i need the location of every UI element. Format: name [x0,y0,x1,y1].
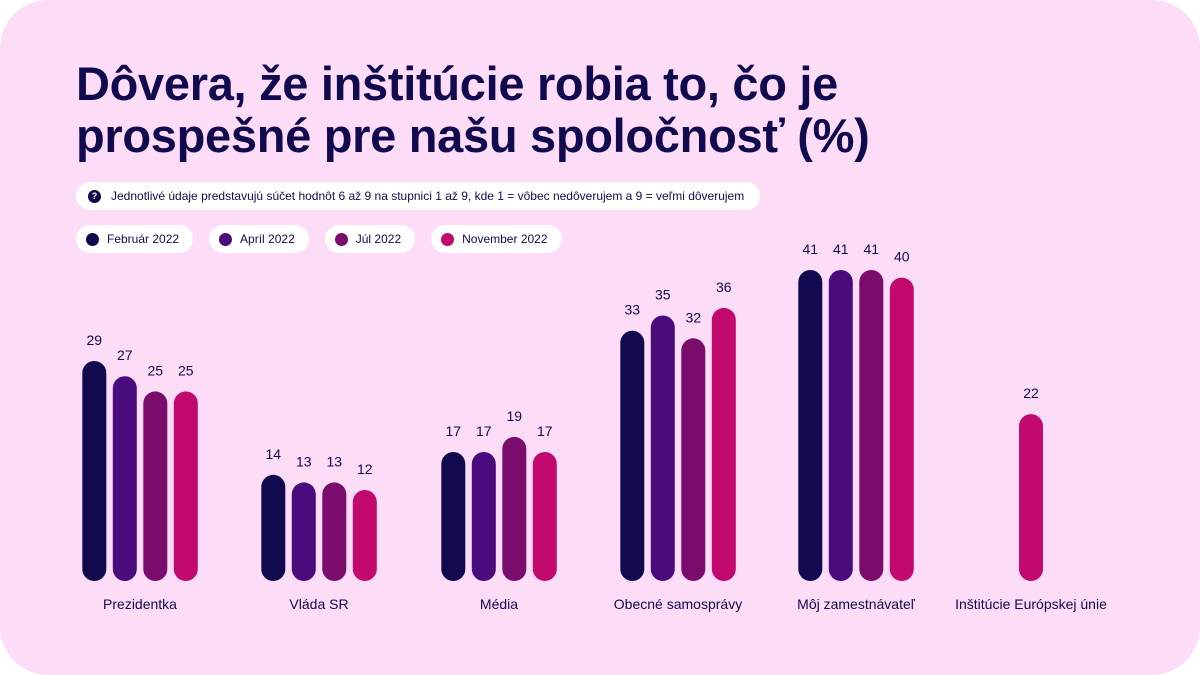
value-label: 13 [327,453,343,469]
bar-media-februar-2022 [441,452,466,581]
value-label: 17 [537,423,553,439]
value-label: 41 [864,241,880,257]
legend-label: November 2022 [462,232,548,246]
legend-item-feb-2022: Február 2022 [76,225,194,253]
bar-obecne-samospravy-jul-2022 [681,338,706,581]
legend: Február 2022 Apríl 2022 Júl 2022 Novembe… [76,225,562,253]
legend-swatch [441,232,455,246]
value-label: 25 [148,362,164,378]
value-label: 17 [476,423,492,439]
bar-group-institucie-europskej-unie: 22 [1019,385,1043,581]
bar-group-media: 17 17 19 17 [441,408,557,581]
value-label: 22 [1023,385,1039,401]
bar-group-obecne-samospravy: 33 35 32 36 [620,279,736,581]
category-label: Inštitúcie Európskej únie [955,596,1107,612]
legend-item-apr-2022: Apríl 2022 [209,225,309,253]
methodology-note: ? Jednotlivé údaje predstavujú súčet hod… [76,182,761,210]
value-label: 41 [833,241,849,257]
bar-group-moj-zamestnavatel: 41 41 41 40 [798,241,914,581]
bar-group-vlada-sr: 14 13 13 12 [261,446,377,581]
category-label: Prezidentka [103,596,177,612]
category-label: Vláda SR [289,596,348,612]
question-icon: ? [88,189,101,203]
bar-institucie-europskej-unie-november-2022 [1019,414,1043,581]
bar-vlada-sr-april-2022 [291,482,316,581]
bar-prezidentka-jul-2022 [143,391,168,581]
bar-prezidentka-april-2022 [112,376,137,581]
value-label: 25 [178,362,194,378]
bar-vlada-sr-november-2022 [352,490,377,581]
bar-obecne-samospravy-februar-2022 [620,330,645,581]
bar-vlada-sr-februar-2022 [261,474,286,581]
value-label: 41 [803,241,819,257]
value-label: 27 [117,347,133,363]
bar-prezidentka-november-2022 [173,391,198,581]
category-label: Média [480,596,518,612]
bar-media-jul-2022 [502,436,527,581]
category-label: Môj zamestnávateľ [797,596,916,612]
value-label: 40 [894,249,910,265]
value-label: 36 [716,279,732,295]
legend-swatch [86,232,99,246]
value-label: 12 [357,461,373,477]
legend-swatch [334,232,348,246]
legend-item-nov-2022: November 2022 [431,225,562,253]
bar-media-november-2022 [532,452,557,581]
bar-prezidentka-februar-2022 [82,361,107,581]
chart-title: Dôvera, že inštitúcie robia to, čo je pr… [76,57,870,162]
value-label: 19 [507,408,523,424]
bar-moj-zamestnavatel-april-2022 [828,270,853,581]
bar-moj-zamestnavatel-november-2022 [889,277,914,581]
value-label: 32 [686,309,702,325]
bar-vlada-sr-jul-2022 [322,482,347,581]
bar-moj-zamestnavatel-jul-2022 [859,270,884,581]
bar-media-april-2022 [471,452,496,581]
bar-obecne-samospravy-november-2022 [711,307,736,581]
legend-label: Júl 2022 [355,232,402,246]
bar-group-prezidentka: 29 27 25 25 [82,332,198,581]
category-label: Obecné samosprávy [614,596,742,612]
legend-item-jul-2022: Júl 2022 [324,225,416,253]
value-label: 17 [446,423,462,439]
bar-moj-zamestnavatel-februar-2022 [798,270,823,581]
value-label: 35 [655,287,671,303]
legend-label: Február 2022 [107,232,180,246]
note-text: Jednotlivé údaje predstavujú súčet hodnô… [111,189,745,203]
bar-obecne-samospravy-april-2022 [650,315,675,581]
value-label: 33 [625,302,641,318]
value-label: 13 [296,453,312,469]
legend-swatch [219,232,233,246]
legend-label: Apríl 2022 [240,232,295,246]
value-label: 14 [266,446,282,462]
value-label: 29 [87,332,103,348]
